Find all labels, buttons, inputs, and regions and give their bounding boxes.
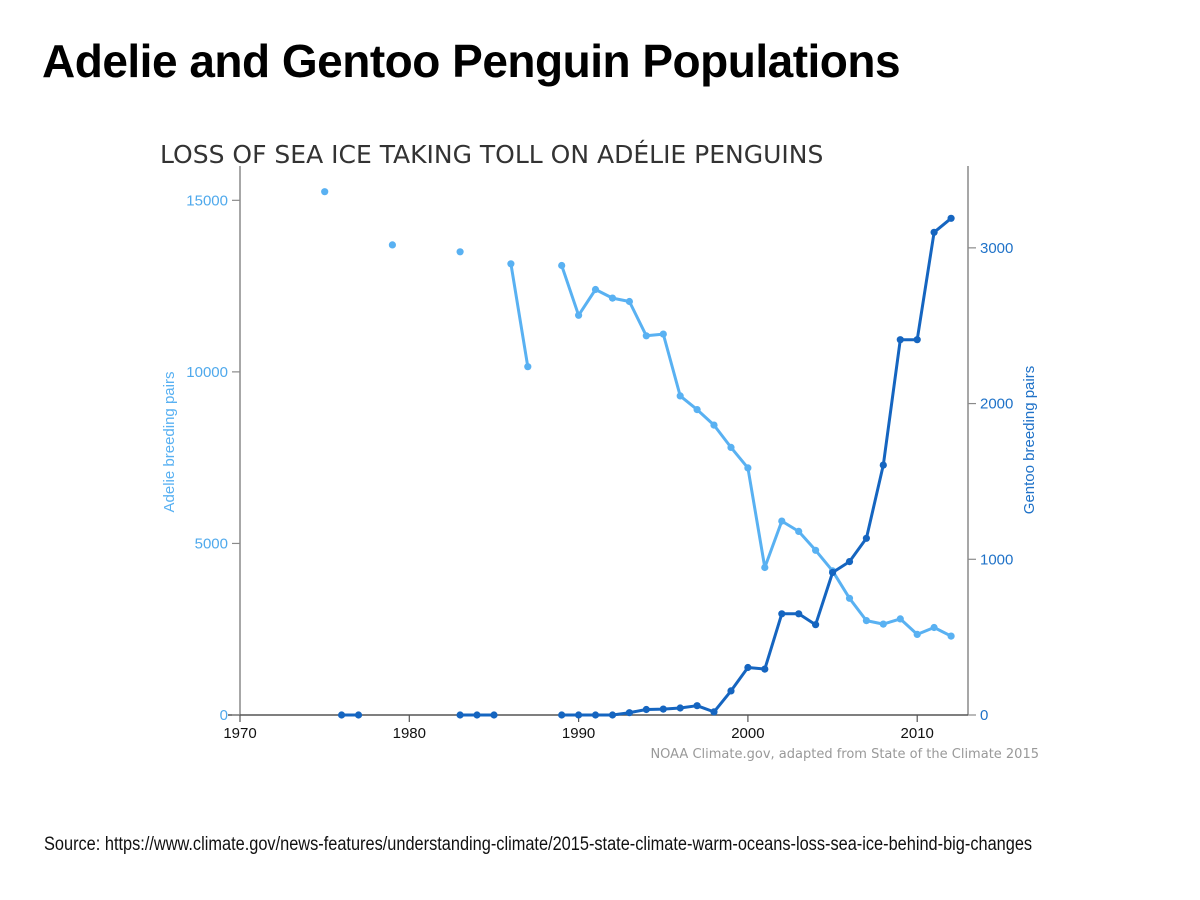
data-point [778, 517, 786, 525]
data-point [693, 702, 701, 710]
slide-title: Adelie and Gentoo Penguin Populations [42, 35, 901, 87]
data-point [659, 330, 667, 338]
data-point [507, 260, 515, 268]
data-point [608, 294, 617, 302]
y-right-tick-label: 0 [980, 707, 988, 724]
data-point [744, 464, 752, 472]
data-point [608, 711, 617, 719]
data-point [930, 623, 938, 632]
data-point [473, 711, 481, 719]
y-right-tick-label: 2000 [980, 396, 1013, 413]
x-tick-label: 1990 [562, 725, 595, 742]
x-tick-label: 2000 [731, 725, 764, 742]
data-point [456, 711, 464, 719]
data-point [761, 665, 769, 673]
data-point [727, 687, 735, 695]
data-point [812, 621, 820, 629]
data-point [896, 615, 904, 623]
series-line-segment [560, 216, 953, 717]
data-point [879, 620, 887, 628]
data-point [862, 534, 871, 542]
data-point [812, 546, 820, 554]
x-tick-label: 2010 [901, 725, 934, 742]
data-point [845, 594, 854, 602]
data-point [829, 568, 837, 577]
source-citation: Source: https://www.climate.gov/news-fea… [44, 834, 1033, 855]
data-point [693, 406, 701, 414]
series-layer [321, 188, 955, 719]
data-point [778, 610, 786, 618]
data-point [490, 711, 498, 719]
data-point [845, 558, 854, 566]
data-point [456, 248, 464, 256]
y-left-tick-label: 15000 [186, 192, 228, 209]
data-point [710, 708, 718, 716]
y-right-tick-label: 3000 [980, 240, 1013, 257]
data-point [947, 632, 955, 640]
data-point [744, 663, 752, 672]
data-point [862, 617, 871, 625]
y-left-tick-label: 0 [220, 707, 228, 724]
series-line-segment [509, 262, 530, 369]
data-point [896, 336, 904, 344]
data-point [524, 363, 532, 371]
data-point [354, 711, 363, 719]
data-point [930, 228, 938, 236]
data-point [575, 311, 583, 319]
data-point [676, 704, 684, 712]
x-tick-label: 1980 [393, 725, 426, 742]
data-point [388, 241, 396, 249]
data-point [625, 709, 634, 717]
data-point [659, 705, 667, 713]
data-point [558, 261, 566, 270]
data-point [676, 392, 684, 400]
data-point [913, 336, 921, 344]
data-point [575, 711, 583, 719]
series-line-segment [560, 264, 953, 638]
data-point [642, 705, 650, 714]
data-point [591, 285, 600, 294]
data-point [591, 711, 600, 719]
data-point [727, 443, 735, 451]
y-right-tick-label: 1000 [980, 551, 1013, 568]
y-axis-left-label: Adelie breeding pairs [161, 372, 178, 513]
data-point [913, 630, 921, 639]
data-point [338, 711, 346, 719]
data-point [879, 461, 887, 469]
y-left-tick-label: 5000 [195, 535, 228, 552]
data-point [761, 563, 769, 572]
y-axis-right-label: Gentoo breeding pairs [1021, 366, 1038, 514]
data-point [795, 527, 803, 536]
series-left-group [321, 188, 955, 640]
data-point [321, 188, 329, 196]
data-point [795, 610, 803, 618]
chart-credit: NOAA Climate.gov, adapted from State of … [650, 747, 1039, 762]
data-point [710, 421, 718, 429]
data-point [558, 711, 566, 719]
axes-layer: 0 5000 10000 15000 0 1000 2000 3000 1970 1980 1990… [186, 166, 1013, 742]
series-right-group [338, 214, 955, 719]
y-left-tick-label: 10000 [186, 364, 228, 381]
data-point [947, 214, 955, 222]
data-point [625, 297, 634, 306]
data-point [642, 332, 650, 340]
x-tick-label: 1970 [223, 725, 256, 742]
chart-title: LOSS OF SEA ICE TAKING TOLL ON ADÉLIE PE… [160, 140, 823, 169]
